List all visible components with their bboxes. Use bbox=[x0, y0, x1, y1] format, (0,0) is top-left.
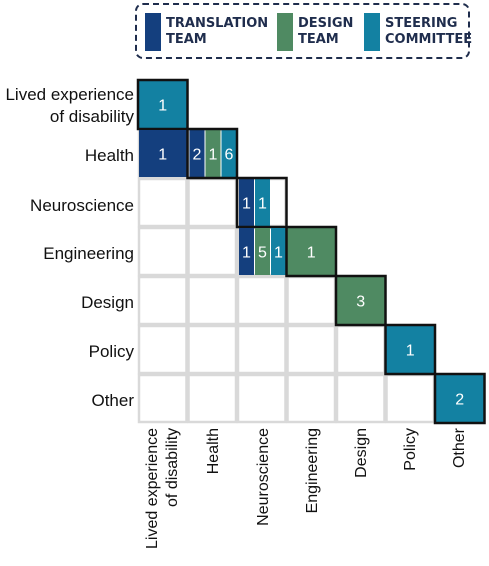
row-label-policy: Policy bbox=[88, 342, 134, 361]
cell-segment bbox=[139, 130, 187, 177]
grid-cell bbox=[187, 324, 238, 375]
cell-outline bbox=[334, 274, 387, 327]
cell-outline bbox=[136, 78, 189, 131]
grid-cell bbox=[187, 177, 238, 228]
cell-value: 1 bbox=[406, 343, 415, 360]
grid-cell bbox=[137, 226, 188, 277]
cell-value: 1 bbox=[158, 98, 167, 115]
legend: TRANSLATION TEAM DESIGN TEAM STEERING CO… bbox=[135, 3, 472, 59]
grid-cell bbox=[187, 275, 238, 326]
cell-segment bbox=[139, 81, 187, 128]
cell-outline bbox=[235, 176, 288, 229]
grid-cell bbox=[335, 324, 386, 375]
legend-swatch-design bbox=[277, 13, 293, 51]
grid-cell bbox=[137, 324, 188, 375]
cell-segment bbox=[189, 130, 205, 177]
cell-outline bbox=[285, 225, 338, 278]
cell-segment bbox=[205, 130, 221, 177]
cell-segment bbox=[239, 228, 254, 275]
cell-segment bbox=[287, 228, 335, 275]
row-label-engineering: Engineering bbox=[43, 244, 134, 263]
cell-value: 2 bbox=[455, 392, 464, 409]
cell-segment bbox=[271, 228, 286, 275]
grid-cell bbox=[335, 373, 386, 424]
cell-value: 1 bbox=[307, 245, 316, 262]
grid-cell bbox=[286, 373, 337, 424]
legend-swatch-steering bbox=[364, 13, 380, 51]
grid-cell bbox=[236, 373, 287, 424]
cell-value: 1 bbox=[242, 245, 251, 262]
legend-item-translation: TRANSLATION TEAM bbox=[145, 11, 268, 53]
cell-value: 6 bbox=[225, 147, 234, 164]
cell-value: 3 bbox=[356, 294, 365, 311]
cell-segment bbox=[436, 375, 484, 422]
legend-swatch-translation bbox=[145, 13, 161, 51]
cell-outline bbox=[186, 127, 239, 180]
grid-cell bbox=[286, 324, 337, 375]
row-label-lived-experience: Lived experience of disability bbox=[5, 85, 134, 126]
cell-value: 5 bbox=[258, 245, 267, 262]
row-label-other: Other bbox=[91, 391, 134, 410]
row-label-health: Health bbox=[84, 146, 134, 165]
cell-segment bbox=[221, 130, 237, 177]
grid-cell bbox=[187, 373, 238, 424]
cell-segment bbox=[337, 277, 385, 324]
grid-cell bbox=[236, 324, 287, 375]
grid-cell bbox=[137, 275, 188, 326]
grid-cell bbox=[286, 275, 337, 326]
grid-cell bbox=[137, 373, 188, 424]
cell-outline bbox=[384, 323, 437, 376]
cell-segment bbox=[239, 179, 254, 226]
cell-value: 1 bbox=[258, 196, 267, 213]
grid-cell bbox=[137, 177, 188, 228]
cell-value: 1 bbox=[158, 147, 167, 164]
grid-cell bbox=[385, 373, 436, 424]
cell-value: 2 bbox=[193, 147, 202, 164]
legend-item-design: DESIGN TEAM bbox=[277, 11, 353, 53]
grid-cell bbox=[187, 226, 238, 277]
cell-segment bbox=[255, 228, 270, 275]
grid-cell bbox=[236, 275, 287, 326]
row-label-design: Design bbox=[81, 293, 134, 312]
cell-outline bbox=[433, 372, 486, 425]
legend-label-design: DESIGN TEAM bbox=[298, 16, 354, 47]
legend-item-steering: STEERING COMMITTEE bbox=[364, 11, 472, 53]
cell-value: 1 bbox=[242, 196, 251, 213]
legend-label-steering: STEERING COMMITTEE bbox=[385, 16, 473, 47]
cell-value: 1 bbox=[209, 147, 218, 164]
legend-label-translation: TRANSLATION TEAM bbox=[166, 16, 269, 47]
cell-segment bbox=[386, 326, 434, 373]
row-label-neuroscience: Neuroscience bbox=[30, 196, 134, 215]
cell-segment bbox=[255, 179, 270, 226]
cell-value: 1 bbox=[274, 245, 283, 262]
